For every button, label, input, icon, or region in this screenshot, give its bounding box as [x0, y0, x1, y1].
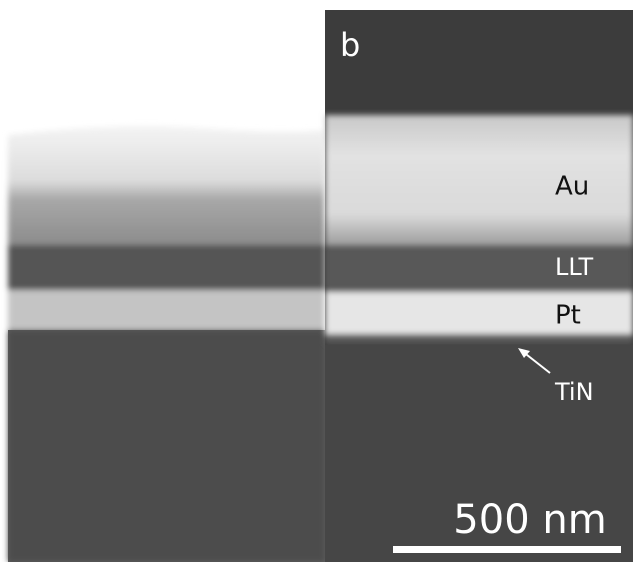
tin-layer	[325, 334, 633, 344]
scale-bar	[393, 546, 621, 553]
substrate-solid	[8, 330, 325, 562]
top-layer	[8, 126, 325, 248]
pt-layer	[325, 292, 633, 334]
bright-layer	[8, 290, 325, 330]
dark-layer	[8, 245, 325, 293]
panel-a: a	[8, 10, 325, 562]
panel-label: a	[25, 26, 45, 64]
panel-label: b	[340, 26, 360, 64]
layer-label: LLT	[555, 253, 593, 281]
layer-label: TiN	[554, 378, 594, 406]
layer-label: Pt	[555, 301, 581, 331]
scale-bar-label: 500 nm	[453, 497, 606, 543]
sem-figure: a b Au LLT Pt TiN 500 nm	[0, 0, 633, 562]
panel-b: b Au LLT Pt TiN 500 nm	[325, 10, 633, 562]
layer-label: Au	[555, 172, 589, 202]
